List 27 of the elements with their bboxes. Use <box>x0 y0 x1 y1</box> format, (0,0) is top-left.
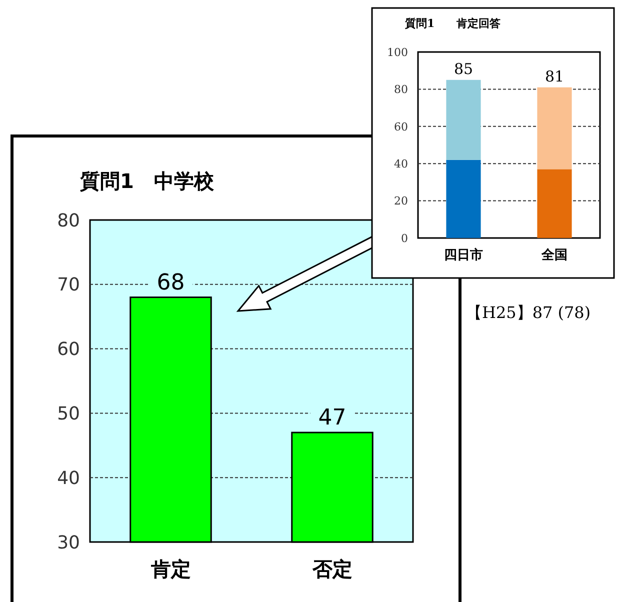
x-tick-label: 肯定 <box>150 557 191 582</box>
y-tick-label: 30 <box>57 532 80 554</box>
total-label: 85 <box>454 60 474 78</box>
y-tick-label: 100 <box>387 46 408 59</box>
y-tick-label: 50 <box>57 404 80 424</box>
bar <box>537 87 572 170</box>
bar <box>537 169 572 238</box>
bar <box>446 80 481 160</box>
y-tick-label: 80 <box>394 83 408 96</box>
y-tick-label: 0 <box>401 232 408 245</box>
bar <box>446 160 481 238</box>
total-label: 81 <box>544 67 564 86</box>
y-tick-label: 60 <box>394 120 408 134</box>
y-tick-label: 40 <box>394 157 408 170</box>
x-tick-label: 全国 <box>540 248 568 263</box>
x-tick-label: 否定 <box>311 557 352 582</box>
text: 【H25】87 (78) <box>466 303 591 322</box>
y-tick-label: 40 <box>57 468 80 489</box>
y-tick-label: 60 <box>57 339 80 360</box>
y-tick-label: 20 <box>394 194 408 208</box>
x-tick-label: 四日市 <box>444 246 483 263</box>
data-label: 47 <box>318 406 346 431</box>
chart-title: 質問1 中学校 <box>79 169 215 193</box>
y-tick-label: 70 <box>57 274 80 296</box>
y-tick-label: 80 <box>57 210 80 232</box>
data-label: 68 <box>156 270 185 296</box>
chart-title: 質問1 肯定回答 <box>404 17 502 30</box>
